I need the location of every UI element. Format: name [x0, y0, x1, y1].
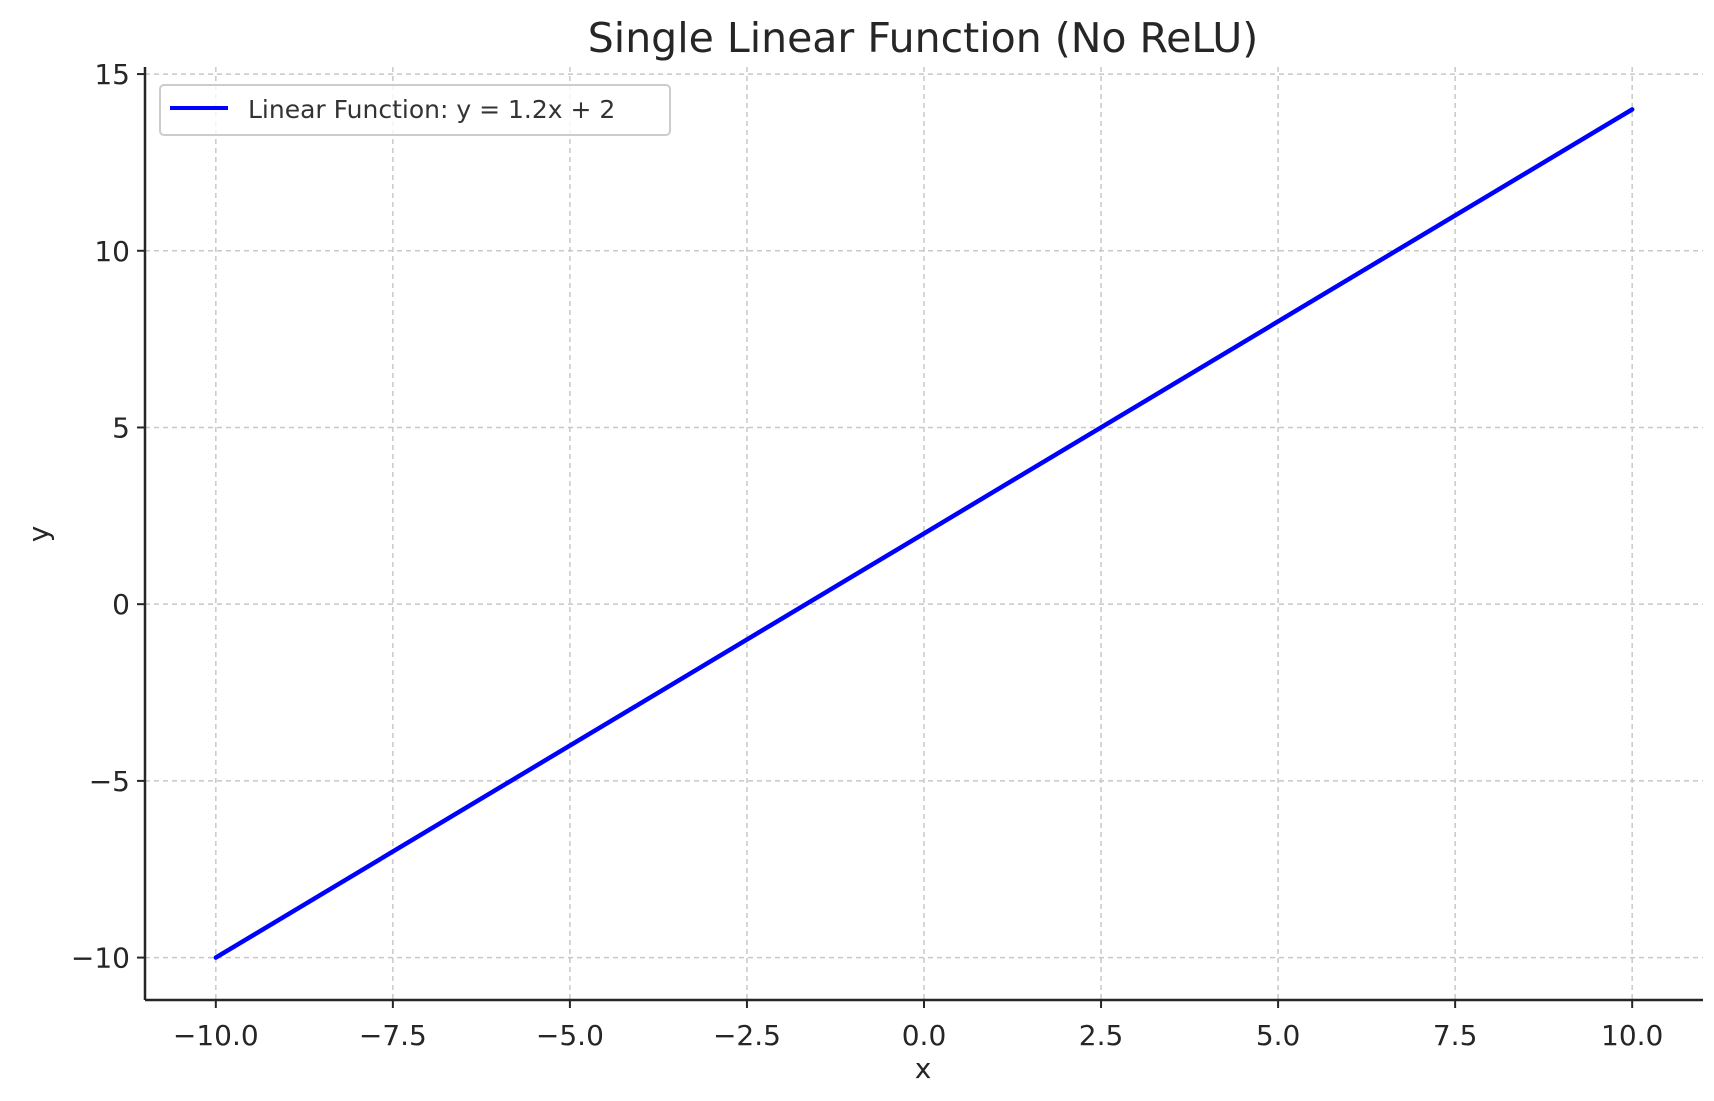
legend: Linear Function: y = 1.2x + 2 [159, 84, 671, 136]
y-tick-label-0: −10 [71, 942, 130, 975]
x-tick-label-0: −10.0 [173, 1019, 259, 1052]
x-tick-label-8: 10.0 [1601, 1019, 1663, 1052]
legend-label-linear-function: Linear Function: y = 1.2x + 2 [248, 95, 615, 124]
grid [145, 67, 1703, 1000]
x-tick-label-5: 2.5 [1079, 1019, 1124, 1052]
y-tick-label-5: 15 [94, 58, 130, 91]
y-tick-label-1: −5 [89, 765, 130, 798]
chart-title: Single Linear Function (No ReLU) [588, 14, 1258, 62]
series-line-0 [213, 107, 1635, 960]
x-tick-label-6: 5.0 [1256, 1019, 1301, 1052]
legend-box [159, 84, 671, 136]
y-tick-label-4: 10 [94, 235, 130, 268]
series-layer [213, 107, 1635, 960]
y-axis-label: y [22, 526, 55, 543]
x-tick-label-4: 0.0 [902, 1019, 947, 1052]
x-tick-label-2: −5.0 [536, 1019, 604, 1052]
y-axis-ticks: −10 −5 0 5 10 15 [71, 58, 145, 975]
y-tick-label-2: 0 [112, 588, 130, 621]
y-tick-label-3: 5 [112, 411, 130, 444]
x-tick-label-7: 7.5 [1433, 1019, 1478, 1052]
x-tick-label-3: −2.5 [713, 1019, 781, 1052]
x-axis-ticks: −10.0 −7.5 −5.0 −2.5 0.0 2.5 5.0 7.5 10.0 [173, 1000, 1663, 1052]
x-tick-label-1: −7.5 [359, 1019, 427, 1052]
x-axis-label: x [915, 1052, 932, 1085]
